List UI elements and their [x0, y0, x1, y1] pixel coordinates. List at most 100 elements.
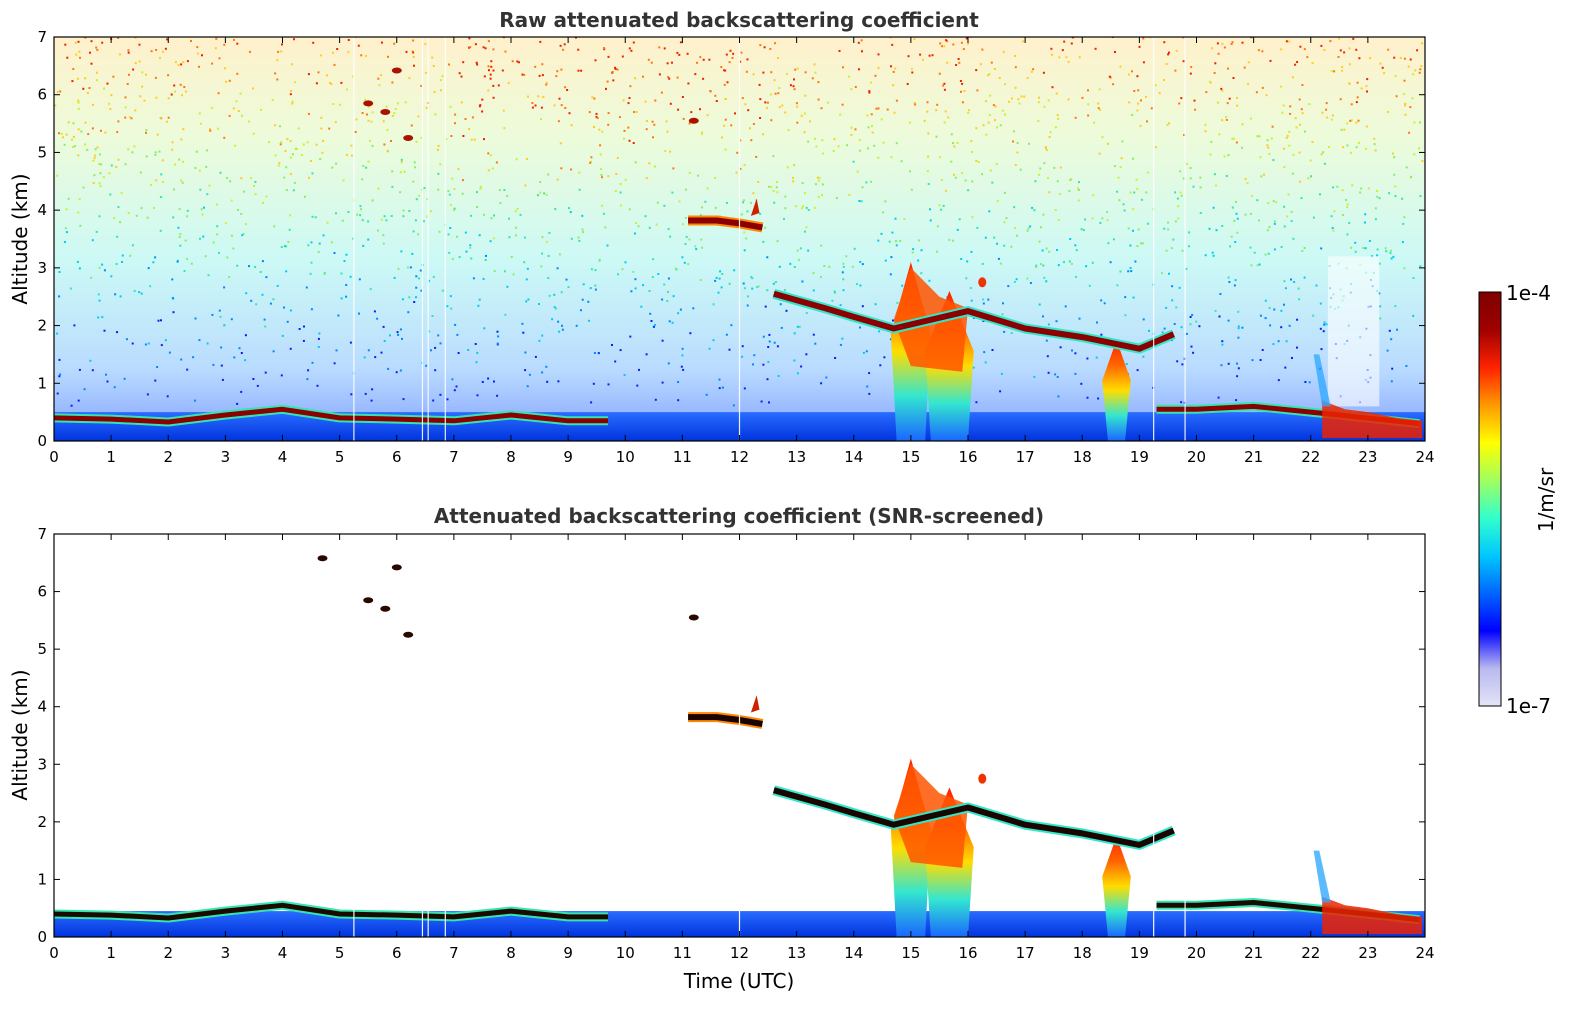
raw-noise-speck: [1104, 27, 1106, 29]
raw-noise-speck: [377, 77, 380, 80]
raw-noise-speck: [1146, 11, 1148, 13]
raw-noise-speck: [1294, 117, 1297, 120]
raw-noise-speck: [447, 233, 450, 236]
raw-noise-speck: [1017, 98, 1020, 101]
raw-noise-speck: [1169, 32, 1171, 34]
raw-noise-speck: [809, 120, 812, 123]
raw-noise-speck: [264, 325, 267, 328]
raw-noise-speck: [203, 206, 205, 209]
raw-noise-speck: [676, 76, 679, 79]
raw-noise-speck: [954, 32, 956, 34]
raw-noise-speck: [174, 61, 177, 64]
raw-noise-speck: [797, 258, 800, 261]
raw-x-tick-label: 22: [1301, 448, 1320, 466]
raw-noise-speck: [804, 230, 806, 233]
raw-noise-speck: [889, 338, 892, 341]
raw-noise-speck: [594, 269, 597, 272]
raw-noise-speck: [218, 309, 221, 312]
raw-noise-speck: [431, 315, 434, 317]
raw-noise-speck: [654, 398, 657, 401]
raw-noise-speck: [236, 402, 239, 405]
raw-noise-speck: [1133, 191, 1136, 194]
raw-noise-speck: [1070, 42, 1073, 45]
raw-noise-speck: [927, 155, 930, 158]
raw-noise-speck: [991, 181, 994, 184]
raw-noise-speck: [652, 136, 654, 139]
raw-noise-speck: [474, 343, 477, 345]
raw-noise-speck: [531, 102, 534, 104]
raw-noise-speck: [1376, 248, 1379, 251]
raw-noise-speck: [1300, 21, 1302, 23]
snr-y-tick-label: 7: [37, 525, 47, 543]
raw-noise-speck: [1099, 108, 1101, 111]
raw-noise-speck: [183, 270, 186, 272]
raw-noise-speck: [1122, 203, 1125, 206]
raw-noise-speck: [1154, 146, 1157, 149]
raw-noise-speck: [764, 101, 767, 104]
raw-noise-speck: [1007, 285, 1010, 288]
raw-noise-speck: [994, 119, 996, 122]
raw-noise-speck: [233, 38, 236, 41]
raw-noise-speck: [261, 293, 264, 296]
raw-noise-speck: [264, 371, 267, 374]
raw-noise-speck: [960, 258, 963, 260]
raw-noise-speck: [648, 162, 651, 165]
raw-noise-speck: [757, 181, 760, 183]
raw-noise-speck: [974, 32, 976, 34]
raw-noise-speck: [471, 116, 474, 119]
raw-noise-speck: [952, 43, 955, 46]
raw-noise-speck: [1176, 197, 1179, 200]
raw-noise-speck: [230, 234, 233, 237]
raw-noise-speck: [539, 181, 542, 183]
raw-noise-speck: [798, 325, 801, 328]
raw-noise-speck: [701, 131, 704, 134]
raw-noise-speck: [281, 334, 284, 337]
raw-noise-speck: [619, 183, 622, 185]
raw-noise-speck: [1311, 33, 1313, 35]
raw-noise-speck: [206, 193, 209, 196]
raw-noise-speck: [868, 392, 871, 395]
raw-noise-speck: [1333, 70, 1336, 73]
raw-noise-speck: [1198, 325, 1201, 328]
raw-noise-speck: [383, 340, 386, 342]
raw-noise-speck: [92, 159, 95, 162]
raw-noise-speck: [487, 40, 490, 43]
raw-noise-speck: [405, 50, 408, 53]
raw-noise-speck: [283, 176, 286, 179]
raw-noise-speck: [358, 278, 361, 281]
snr-x-tick-label: 15: [901, 944, 920, 962]
raw-noise-speck: [1402, 222, 1405, 225]
raw-noise-speck: [768, 340, 771, 343]
raw-noise-speck: [914, 103, 917, 106]
raw-noise-speck: [1123, 209, 1126, 212]
raw-noise-speck: [386, 150, 389, 153]
raw-noise-speck: [599, 144, 602, 147]
raw-noise-speck: [1013, 206, 1016, 209]
raw-noise-speck: [121, 254, 124, 257]
raw-noise-speck: [975, 159, 978, 162]
raw-noise-speck: [458, 72, 461, 75]
raw-noise-speck: [667, 228, 670, 231]
raw-noise-speck: [1221, 42, 1224, 45]
raw-noise-speck: [681, 223, 684, 226]
raw-noise-speck: [319, 54, 322, 57]
raw-noise-speck: [894, 217, 897, 220]
raw-noise-speck: [1039, 167, 1042, 170]
raw-noise-speck: [82, 87, 85, 90]
raw-noise-speck: [1033, 375, 1036, 378]
raw-noise-speck: [400, 158, 403, 161]
raw-noise-speck: [206, 342, 209, 345]
raw-noise-speck: [1204, 130, 1207, 133]
raw-noise-speck: [1038, 13, 1040, 15]
raw-noise-speck: [1264, 12, 1266, 14]
raw-noise-speck: [274, 154, 277, 157]
raw-noise-speck: [669, 235, 672, 238]
raw-noise-speck: [1056, 249, 1058, 251]
raw-noise-speck: [970, 140, 973, 143]
raw-noise-speck: [117, 206, 120, 209]
raw-noise-speck: [793, 164, 796, 167]
raw-noise-speck: [854, 86, 857, 88]
raw-noise-speck: [677, 381, 680, 383]
raw-noise-speck: [870, 113, 873, 116]
raw-noise-speck: [431, 14, 433, 16]
